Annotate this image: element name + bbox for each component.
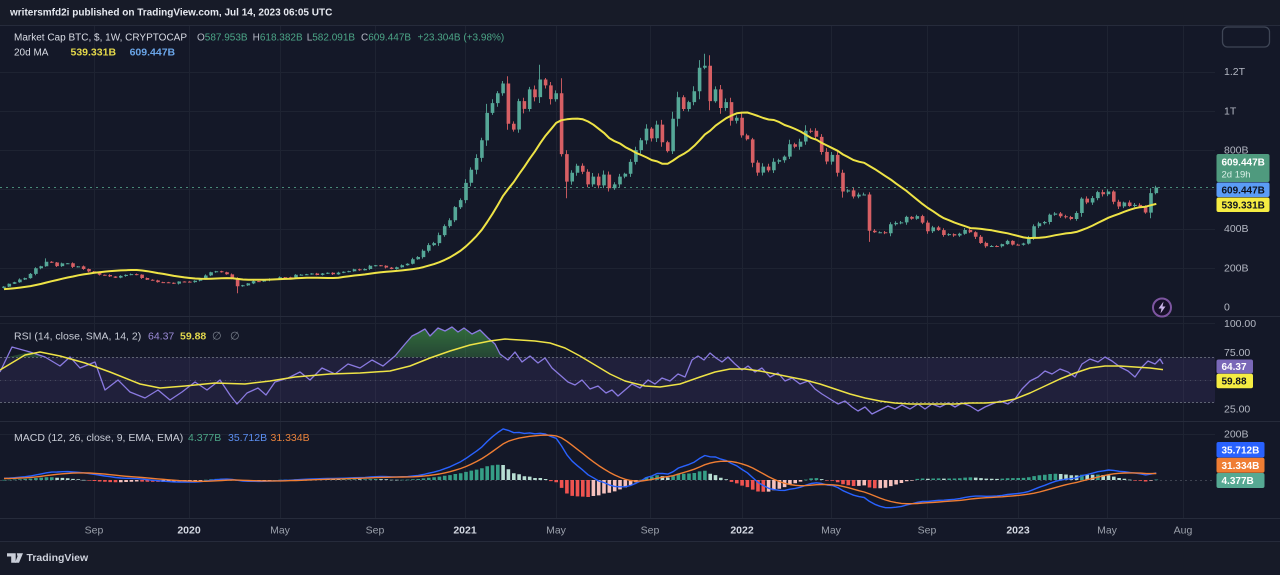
svg-text:539.331B: 539.331B bbox=[1222, 200, 1265, 211]
svg-text:539.331B: 539.331B bbox=[71, 47, 117, 59]
svg-text:0: 0 bbox=[1224, 302, 1230, 314]
svg-text:O587.953B: O587.953B bbox=[197, 33, 248, 44]
svg-text:1.2T: 1.2T bbox=[1224, 66, 1246, 78]
svg-text:May: May bbox=[821, 525, 842, 537]
svg-text:Sep: Sep bbox=[366, 525, 385, 537]
svg-text:Sep: Sep bbox=[85, 525, 104, 537]
svg-text:Aug: Aug bbox=[1174, 525, 1193, 537]
svg-text:writersmfd2i published on Trad: writersmfd2i published on TradingView.co… bbox=[9, 8, 332, 19]
svg-text:64.37: 64.37 bbox=[148, 331, 174, 343]
svg-text:TradingView: TradingView bbox=[27, 552, 89, 564]
svg-text:May: May bbox=[270, 525, 291, 537]
svg-text:Sep: Sep bbox=[641, 525, 660, 537]
svg-text:35.712B: 35.712B bbox=[1222, 445, 1260, 456]
svg-text:31.334B: 31.334B bbox=[1222, 461, 1260, 472]
svg-text:4.377B: 4.377B bbox=[1222, 476, 1254, 487]
svg-text:609.447B: 609.447B bbox=[1222, 158, 1265, 169]
svg-text:Market Cap BTC, $, 1W, CRYPTOC: Market Cap BTC, $, 1W, CRYPTOCAP bbox=[14, 33, 187, 44]
svg-text:1T: 1T bbox=[1224, 105, 1237, 117]
svg-text:May: May bbox=[1097, 525, 1118, 537]
svg-text:59.88: 59.88 bbox=[1222, 377, 1247, 388]
svg-text:25.00: 25.00 bbox=[1224, 404, 1250, 416]
svg-text:∅: ∅ bbox=[212, 331, 222, 343]
svg-text:2021: 2021 bbox=[453, 525, 477, 537]
svg-text:2022: 2022 bbox=[730, 525, 754, 537]
svg-text:64.37: 64.37 bbox=[1222, 362, 1247, 373]
svg-text:H618.382B: H618.382B bbox=[253, 33, 303, 44]
svg-text:RSI (14, close, SMA, 14, 2): RSI (14, close, SMA, 14, 2) bbox=[14, 331, 141, 343]
svg-text:200B: 200B bbox=[1224, 262, 1249, 274]
svg-text:609.447B: 609.447B bbox=[1222, 185, 1265, 196]
svg-text:2d 19h: 2d 19h bbox=[1222, 170, 1251, 181]
svg-text:L582.091B: L582.091B bbox=[307, 33, 356, 44]
svg-text:May: May bbox=[546, 525, 567, 537]
svg-text:200B: 200B bbox=[1224, 429, 1249, 441]
svg-text:35.712B: 35.712B bbox=[228, 432, 267, 444]
svg-text:20d MA: 20d MA bbox=[14, 48, 49, 59]
svg-text:MACD (12, 26, close, 9, EMA, E: MACD (12, 26, close, 9, EMA, EMA) bbox=[14, 432, 183, 444]
svg-text:2020: 2020 bbox=[177, 525, 201, 537]
svg-text:100.00: 100.00 bbox=[1224, 318, 1256, 330]
svg-text:400B: 400B bbox=[1224, 223, 1249, 235]
svg-text:2023: 2023 bbox=[1006, 525, 1030, 537]
svg-text:C609.447B: C609.447B bbox=[361, 33, 411, 44]
svg-text:+23.304B (+3.98%): +23.304B (+3.98%) bbox=[418, 33, 505, 44]
svg-text:75.00: 75.00 bbox=[1224, 347, 1250, 359]
svg-text:∅: ∅ bbox=[230, 331, 240, 343]
svg-text:4.377B: 4.377B bbox=[188, 432, 221, 444]
svg-text:Sep: Sep bbox=[918, 525, 937, 537]
svg-text:800B: 800B bbox=[1224, 145, 1249, 157]
svg-text:609.447B: 609.447B bbox=[130, 47, 176, 59]
svg-text:31.334B: 31.334B bbox=[271, 432, 310, 444]
svg-text:59.88: 59.88 bbox=[180, 331, 206, 343]
